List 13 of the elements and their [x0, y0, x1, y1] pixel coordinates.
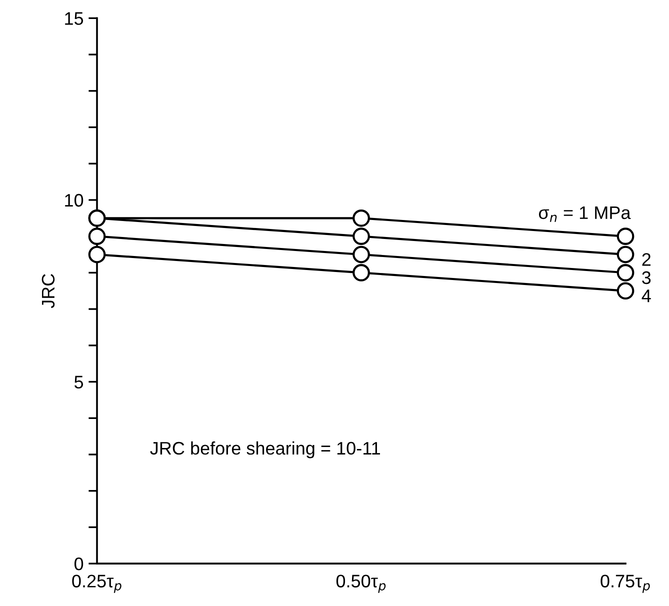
- x-tick-label: 0.25τ$_{p}$: [72, 574, 122, 593]
- y-tick-label: 10: [65, 194, 84, 207]
- series-label: σ$_{n}$ = 1 MPa: [538, 206, 631, 222]
- y-tick-label: 0: [74, 558, 84, 570]
- y-tick-label: 5: [74, 376, 84, 388]
- y-axis-title: JRC: [42, 274, 55, 308]
- x-tick-label: 0.75τ$_{p}$: [600, 574, 650, 593]
- y-tick-label: 15: [65, 12, 84, 25]
- series-label: 3: [642, 271, 651, 284]
- series-label: 4: [642, 290, 651, 302]
- annotation: JRC before shearing = 10-11: [150, 441, 380, 458]
- x-tick-label: 0.50τ$_{p}$: [336, 574, 386, 593]
- series-label: 2: [642, 253, 651, 266]
